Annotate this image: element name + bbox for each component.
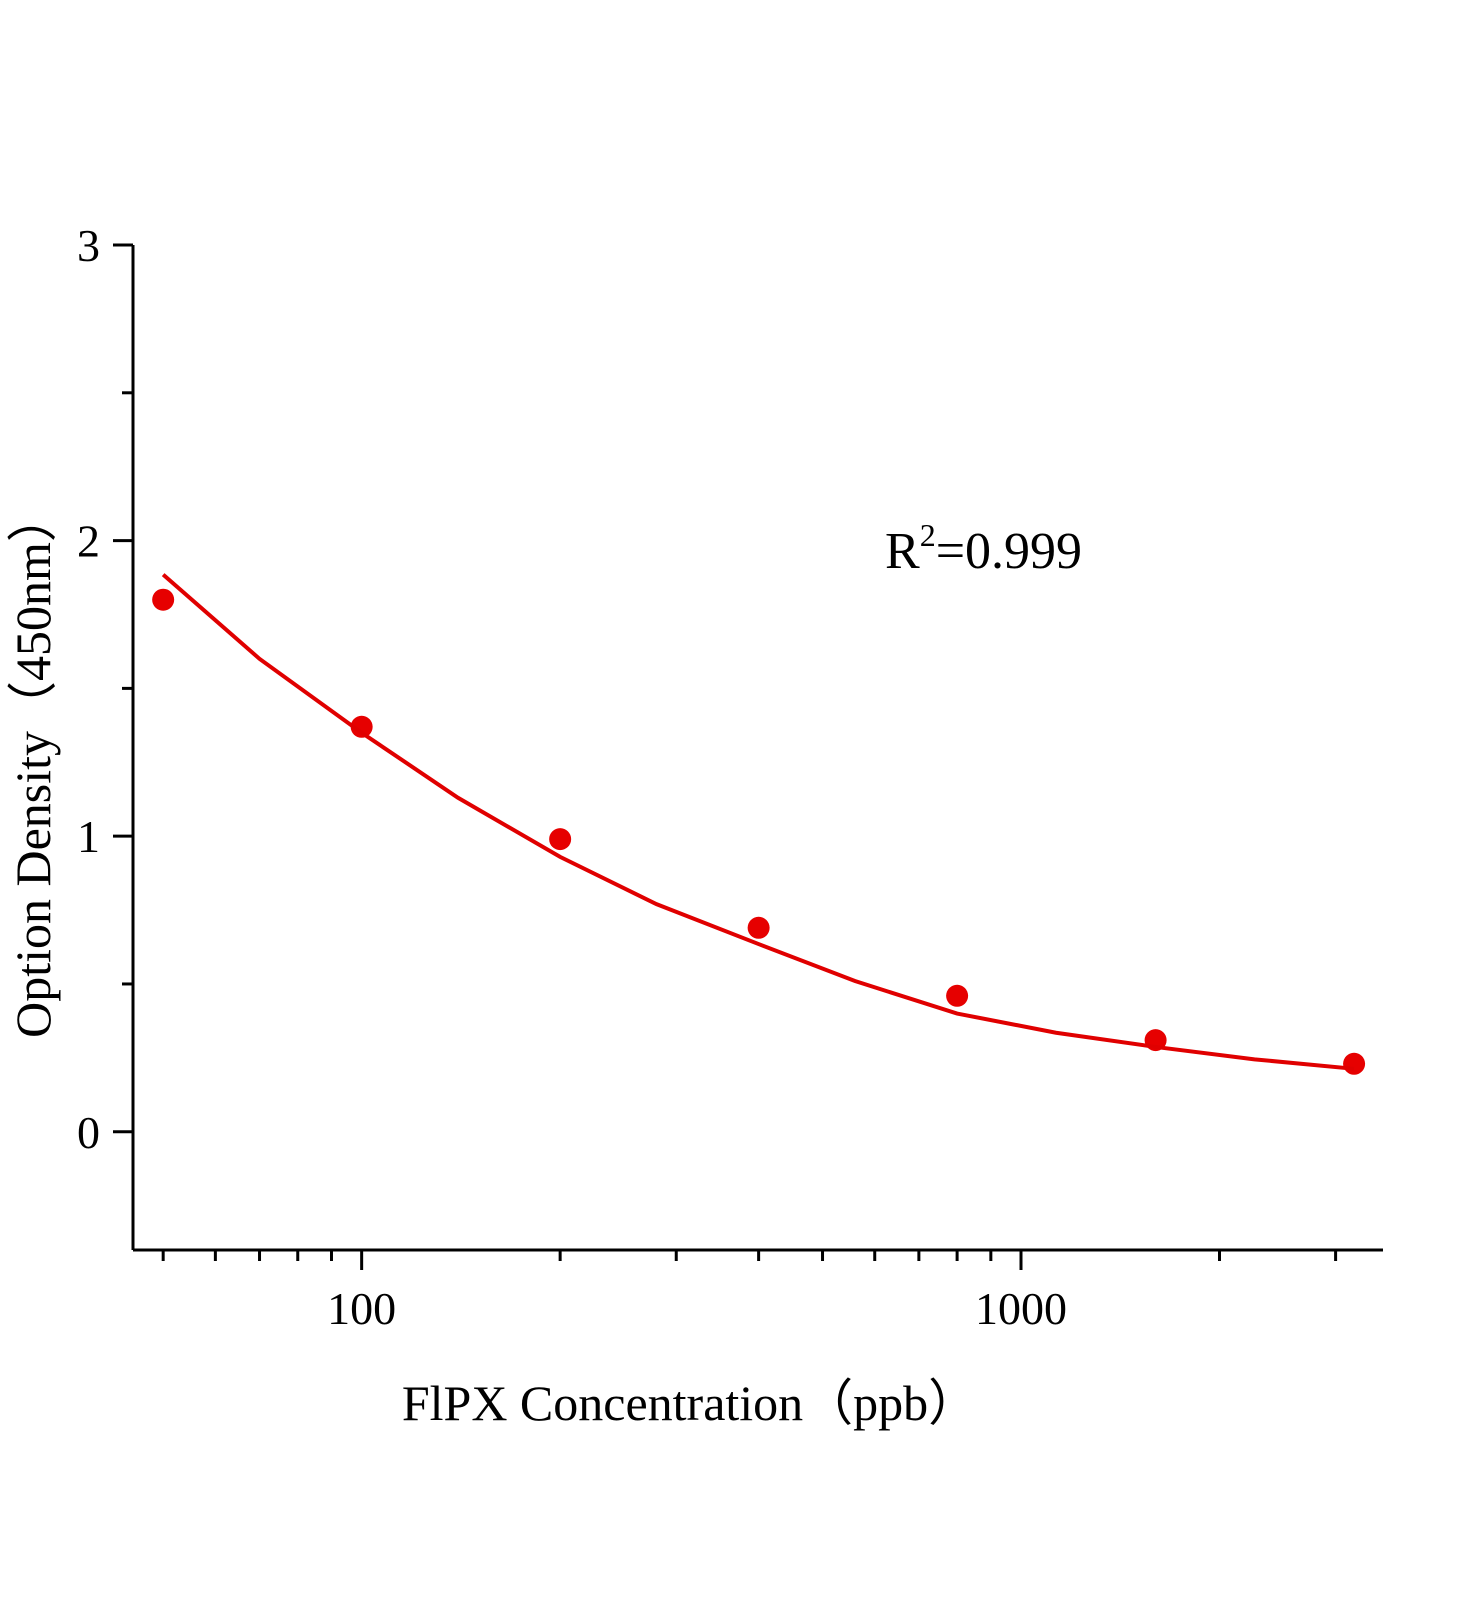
data-point <box>350 715 373 738</box>
y-axis-label: Option Density（450nm） <box>5 492 61 1038</box>
data-point <box>1343 1052 1366 1075</box>
fit-line <box>161 573 1355 1071</box>
annotation-sup: 2 <box>920 517 936 553</box>
data-point <box>152 588 175 611</box>
y-tick-label: 3 <box>77 220 100 271</box>
x-tick-label: 100 <box>327 1283 396 1334</box>
annotation: R2=0.999 <box>885 517 1082 580</box>
y-tick-label: 0 <box>77 1107 100 1158</box>
y-tick-label: 2 <box>77 516 100 567</box>
data-point <box>747 916 770 939</box>
x-axis-label: FlPX Concentration（ppb） <box>402 1375 978 1431</box>
annotation-part: R <box>885 523 920 580</box>
x-tick-label: 1000 <box>975 1283 1067 1334</box>
data-point <box>946 984 969 1007</box>
data-point <box>549 828 572 851</box>
annotation-part: =0.999 <box>936 523 1082 580</box>
y-tick-label: 1 <box>77 811 100 862</box>
